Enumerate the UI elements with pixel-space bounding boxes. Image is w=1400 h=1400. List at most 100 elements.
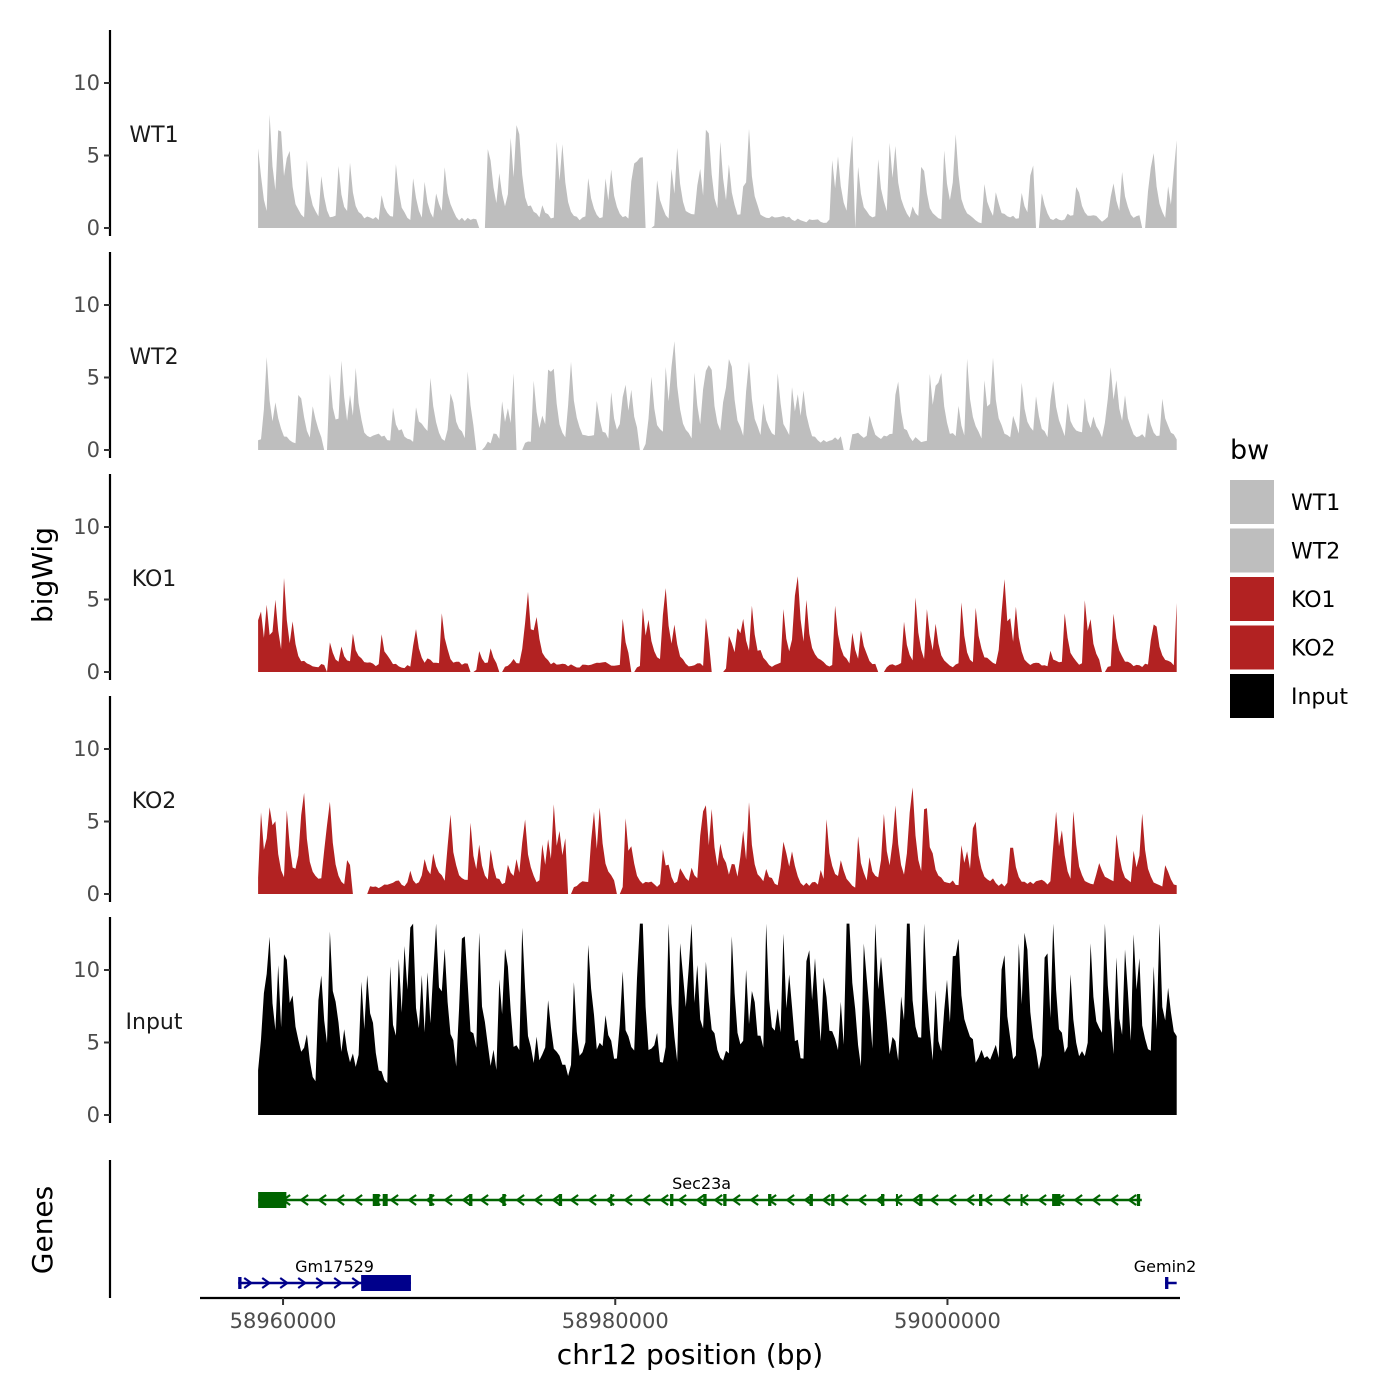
gene-exon <box>895 1194 898 1206</box>
gene-exon <box>469 1194 473 1206</box>
strand-arrow <box>731 1194 741 1206</box>
strand-arrow <box>533 1194 543 1206</box>
y-tick-label: 5 <box>87 366 100 390</box>
gene-exon <box>1020 1194 1023 1206</box>
track-label: KO2 <box>132 789 177 814</box>
track-input: 0 5 10 Input <box>73 917 1177 1127</box>
strand-arrow <box>587 1194 597 1206</box>
gene-exon <box>429 1194 433 1206</box>
legend-label: WT2 <box>1291 540 1340 565</box>
y-tick-label: 0 <box>87 1103 100 1127</box>
y-tick-label: 0 <box>87 438 100 462</box>
gene-exon <box>502 1194 506 1206</box>
y-tick-label: 0 <box>87 216 100 240</box>
gene-exon <box>610 1194 613 1206</box>
strand-arrow <box>461 1194 471 1206</box>
coverage-area-ko1 <box>258 576 1177 672</box>
y-tick-label: 0 <box>87 882 100 906</box>
legend-label: Input <box>1291 685 1348 710</box>
legend-label: KO2 <box>1291 637 1336 662</box>
strand-arrow <box>893 1194 903 1206</box>
strand-arrow <box>713 1194 723 1206</box>
strand-arrow <box>389 1194 399 1206</box>
strand-arrow <box>551 1194 561 1206</box>
x-tick-label: 58980000 <box>562 1309 669 1333</box>
genes-axis-title: Genes <box>26 1186 59 1274</box>
gene-exon <box>258 1192 287 1208</box>
gene-exon <box>919 1194 923 1206</box>
legend: bw WT1 WT2 KO1 KO2 Input <box>1230 435 1348 718</box>
legend-item-ko2: KO2 <box>1230 625 1336 670</box>
bigwig-tracks: 0 5 10 WT1 0 5 10 WT2 0 5 10 KO1 0 5 10 KO2 0 5 10 Input <box>73 30 1177 1127</box>
strand-arrow <box>569 1194 579 1206</box>
gene-exon <box>361 1275 411 1291</box>
y-tick-label: 10 <box>73 71 100 95</box>
track-ko2: 0 5 10 KO2 <box>73 696 1177 906</box>
legend-item-input: Input <box>1230 674 1348 718</box>
gene-label: Gemin2 <box>1134 1257 1197 1276</box>
genes-panel: Sec23a Gm17529 Gemin2 <box>108 1160 1197 1298</box>
legend-item-wt1: WT1 <box>1230 480 1340 524</box>
legend-swatch <box>1230 625 1274 670</box>
legend-swatch <box>1230 480 1274 524</box>
gene-exon <box>1165 1277 1169 1289</box>
x-axis-title: chr12 position (bp) <box>557 1338 823 1371</box>
strand-arrow <box>929 1194 939 1206</box>
strand-arrow <box>623 1194 633 1206</box>
y-tick-label: 5 <box>87 144 100 168</box>
y-tick-label: 0 <box>87 660 100 684</box>
strand-arrow <box>641 1194 651 1206</box>
coverage-area-wt2 <box>258 341 1177 450</box>
y-tick-label: 5 <box>87 1031 100 1055</box>
strand-arrow <box>947 1194 957 1206</box>
gene-exon <box>768 1194 772 1206</box>
strand-arrow <box>279 1277 290 1289</box>
strand-arrow <box>297 1277 308 1289</box>
gene-exon <box>238 1277 242 1289</box>
strand-arrow <box>299 1194 309 1206</box>
strand-arrow <box>515 1194 525 1206</box>
legend-label: WT1 <box>1291 491 1340 516</box>
gene-exon <box>1052 1194 1061 1206</box>
strand-arrow <box>839 1194 849 1206</box>
strand-arrow <box>353 1194 363 1206</box>
strand-arrow <box>983 1194 993 1206</box>
gene-exon <box>1136 1194 1141 1206</box>
strand-arrow <box>351 1277 362 1289</box>
track-label: KO1 <box>132 567 177 592</box>
track-label: WT2 <box>129 345 178 370</box>
gene-exon <box>372 1194 380 1206</box>
strand-arrow <box>1127 1194 1137 1206</box>
gene-exon <box>723 1194 727 1206</box>
strand-arrow <box>243 1277 254 1289</box>
gene-exon <box>382 1194 388 1206</box>
strand-arrow <box>1073 1194 1083 1206</box>
y-tick-label: 10 <box>73 293 100 317</box>
coverage-area-input <box>258 923 1177 1115</box>
x-axis: 58960000 58980000 59000000 <box>200 1296 1180 1333</box>
y-axis-title: bigWig <box>26 527 59 623</box>
y-tick-label: 10 <box>73 958 100 982</box>
legend-swatch <box>1230 528 1274 573</box>
strand-arrow <box>785 1194 795 1206</box>
strand-arrow <box>479 1194 489 1206</box>
strand-arrow <box>335 1194 345 1206</box>
strand-arrow <box>677 1194 687 1206</box>
strand-arrow <box>695 1194 705 1206</box>
track-ko1: 0 5 10 KO1 <box>73 474 1177 684</box>
gene-exon <box>881 1194 885 1206</box>
strand-arrow <box>317 1194 327 1206</box>
gene-exon <box>703 1194 707 1206</box>
gene-exon <box>979 1194 983 1206</box>
strand-arrow <box>261 1277 272 1289</box>
strand-arrow <box>1001 1194 1011 1206</box>
strand-arrow <box>965 1194 975 1206</box>
y-tick-label: 10 <box>73 515 100 539</box>
strand-arrow <box>911 1194 921 1206</box>
gene-gemin2: Gemin2 <box>1134 1257 1197 1289</box>
strand-arrow <box>821 1194 831 1206</box>
strand-arrow <box>1091 1194 1101 1206</box>
gene-exon <box>809 1194 813 1206</box>
legend-title: bw <box>1230 435 1269 466</box>
